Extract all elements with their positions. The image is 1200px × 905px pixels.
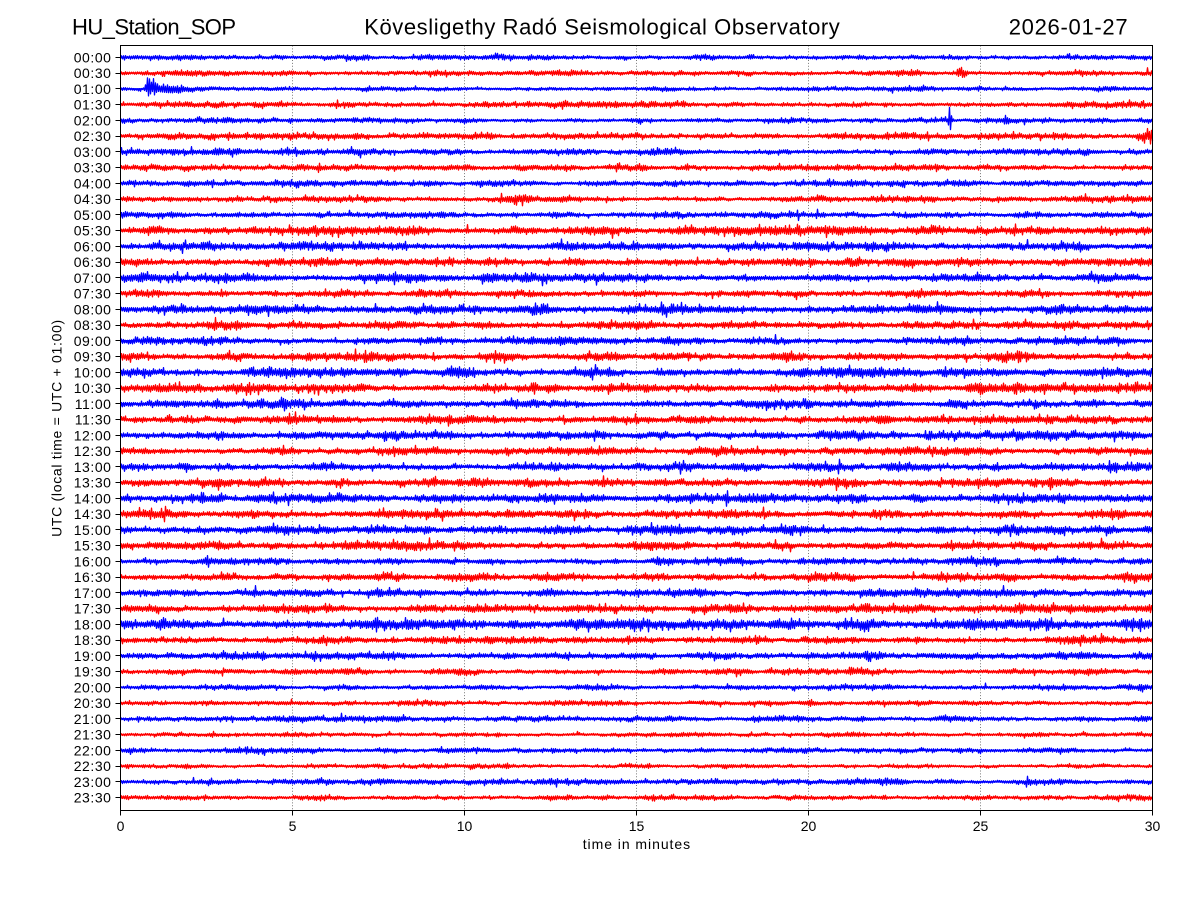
svg-text:08:30: 08:30	[74, 317, 112, 333]
svg-text:04:30: 04:30	[74, 191, 112, 207]
svg-text:16:30: 16:30	[74, 569, 112, 585]
svg-text:04:00: 04:00	[74, 175, 112, 191]
svg-text:12:00: 12:00	[74, 427, 112, 443]
svg-text:03:00: 03:00	[74, 144, 112, 160]
svg-text:00:30: 00:30	[74, 65, 112, 81]
svg-text:25: 25	[973, 818, 989, 834]
svg-text:20:00: 20:00	[74, 679, 112, 695]
svg-text:11:00: 11:00	[75, 396, 112, 412]
svg-text:14:30: 14:30	[74, 506, 112, 522]
svg-text:10: 10	[457, 818, 473, 834]
svg-text:01:00: 01:00	[74, 81, 112, 97]
svg-text:22:00: 22:00	[74, 742, 112, 758]
svg-text:12:30: 12:30	[74, 443, 112, 459]
svg-text:06:00: 06:00	[74, 238, 112, 254]
svg-text:19:30: 19:30	[74, 664, 112, 680]
svg-text:16:00: 16:00	[74, 553, 112, 569]
svg-text:07:00: 07:00	[74, 270, 112, 286]
svg-text:21:30: 21:30	[74, 727, 112, 743]
svg-text:20:30: 20:30	[74, 695, 112, 711]
svg-text:05:30: 05:30	[74, 223, 112, 239]
svg-text:01:30: 01:30	[74, 97, 112, 113]
svg-text:10:30: 10:30	[74, 380, 112, 396]
svg-text:18:30: 18:30	[74, 632, 112, 648]
svg-text:00:00: 00:00	[74, 49, 112, 65]
svg-text:08:00: 08:00	[74, 301, 112, 317]
svg-text:19:00: 19:00	[74, 648, 112, 664]
svg-text:23:00: 23:00	[74, 774, 112, 790]
svg-text:time in minutes: time in minutes	[583, 836, 691, 852]
svg-text:15:30: 15:30	[74, 538, 112, 554]
svg-text:Kövesligethy Radó Seismologica: Kövesligethy Radó Seismological Observat…	[364, 15, 840, 40]
svg-text:17:00: 17:00	[74, 585, 112, 601]
svg-text:20: 20	[801, 818, 817, 834]
svg-text:13:00: 13:00	[74, 459, 112, 475]
svg-text:02:00: 02:00	[74, 112, 112, 128]
svg-text:09:00: 09:00	[74, 333, 112, 349]
svg-text:5: 5	[289, 818, 297, 834]
svg-text:15:00: 15:00	[74, 522, 112, 538]
svg-text:18:00: 18:00	[74, 616, 112, 632]
svg-text:23:30: 23:30	[74, 790, 112, 806]
svg-text:06:30: 06:30	[74, 254, 112, 270]
svg-text:2026-01-27: 2026-01-27	[1009, 15, 1129, 40]
svg-text:03:30: 03:30	[74, 160, 112, 176]
svg-text:30: 30	[1145, 818, 1161, 834]
svg-text:02:30: 02:30	[74, 128, 112, 144]
svg-text:09:30: 09:30	[74, 349, 112, 365]
svg-text:HU_Station_SOP: HU_Station_SOP	[72, 15, 236, 40]
svg-text:17:30: 17:30	[74, 601, 112, 617]
svg-text:22:30: 22:30	[74, 758, 112, 774]
svg-text:0: 0	[117, 818, 125, 834]
svg-text:07:30: 07:30	[74, 286, 112, 302]
svg-text:10:00: 10:00	[74, 364, 112, 380]
svg-text:UTC (local time = UTC + 01:00): UTC (local time = UTC + 01:00)	[49, 319, 65, 537]
svg-text:15: 15	[629, 818, 645, 834]
svg-text:21:00: 21:00	[74, 711, 112, 727]
svg-text:05:00: 05:00	[74, 207, 112, 223]
svg-text:13:30: 13:30	[74, 475, 112, 491]
svg-text:14:00: 14:00	[74, 490, 112, 506]
svg-text:11:30: 11:30	[75, 412, 112, 428]
